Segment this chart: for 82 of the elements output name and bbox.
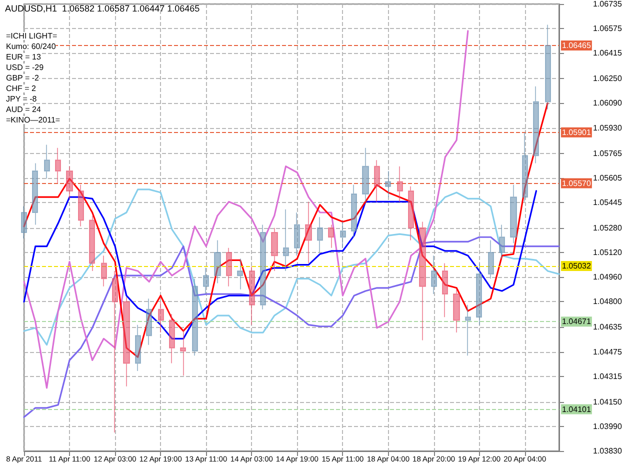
annotation: Kumo: 60/240 — [6, 42, 56, 51]
y-tick-label: 1.05930 — [593, 123, 622, 132]
candlestick — [44, 144, 50, 180]
candlestick — [21, 206, 27, 240]
y-tick-label: 1.04315 — [593, 372, 622, 381]
candlestick — [499, 224, 505, 260]
annotation: JPY = -8 — [6, 94, 38, 104]
y-tick-label: 1.06735 — [593, 0, 622, 8]
candlestick — [180, 328, 186, 376]
candlestick — [431, 255, 437, 295]
candlestick — [397, 166, 403, 202]
candlestick — [488, 240, 494, 280]
candlestick — [385, 170, 391, 198]
ref-line-label: 1.04101 — [562, 404, 592, 414]
candlestick — [340, 221, 346, 248]
candlestick — [158, 301, 164, 334]
candlestick — [305, 201, 312, 264]
candlestick — [545, 24, 551, 110]
y-tick-label: 1.05765 — [593, 148, 622, 158]
candlestick — [123, 296, 130, 387]
candlestick — [169, 314, 175, 364]
y-tick-label: 1.04800 — [593, 297, 622, 306]
candlestick — [374, 160, 380, 202]
annotation: USD = -29 — [6, 63, 44, 72]
candlestick — [271, 227, 278, 272]
y-tick-label: 1.05605 — [593, 173, 622, 182]
y-tick-label: 1.06090 — [593, 98, 622, 108]
candlestick — [260, 224, 266, 310]
candlestick — [249, 266, 255, 326]
annotation: EUR = 13 — [6, 52, 42, 62]
y-tick-label: 1.05445 — [593, 198, 622, 207]
candlestick — [55, 147, 61, 184]
candlestick — [533, 86, 539, 164]
y-tick-label: 1.04150 — [593, 397, 622, 406]
candlestick — [442, 262, 448, 318]
candlestick — [192, 278, 198, 356]
candlestick — [135, 324, 141, 372]
y-tick-label: 1.05280 — [593, 223, 622, 232]
candlestick — [146, 298, 152, 346]
candlestick — [214, 240, 221, 284]
candlestick — [32, 162, 38, 226]
candlestick — [510, 184, 517, 244]
candlestick — [294, 212, 300, 256]
candlestick — [203, 267, 209, 295]
candlestick — [453, 288, 460, 334]
candlestick — [351, 184, 357, 238]
candlestick — [465, 304, 471, 356]
candlestick — [78, 184, 84, 227]
y-tick-label: 1.04475 — [593, 347, 622, 356]
y-tick-label: 1.06250 — [593, 74, 622, 84]
candlestick — [101, 255, 107, 287]
candlestick — [476, 262, 482, 326]
y-tick-label: 1.04635 — [593, 322, 622, 332]
candlestick — [237, 258, 243, 290]
ref-line-label: 1.05901 — [562, 128, 592, 137]
y-tick-label: 1.05120 — [593, 248, 622, 258]
ref-line-label: 1.05570 — [562, 178, 592, 188]
candlestick — [362, 147, 369, 202]
candlestick — [522, 132, 528, 202]
ref-line-label: 1.05032 — [562, 262, 592, 271]
candlestick — [408, 186, 414, 241]
y-tick-label: 1.03830 — [593, 446, 622, 456]
y-tick-label: 1.06575 — [593, 24, 622, 34]
chart-title: AUDUSD,H1 1.06582 1.06587 1.06447 1.06465 — [5, 4, 200, 14]
ref-line-label: 1.06465 — [562, 41, 592, 50]
ref-line-label: 1.04671 — [562, 317, 592, 326]
annotation: =KINO—2011= — [6, 116, 60, 124]
annotation: GBP = -2 — [6, 74, 40, 82]
candlestick — [89, 215, 95, 272]
annotation: CHF = 2 — [6, 84, 37, 93]
candlestick — [226, 247, 232, 287]
y-tick-label: 1.06415 — [593, 48, 622, 58]
y-tick-label: 1.03990 — [593, 422, 622, 431]
y-tick-label: 1.04960 — [593, 272, 622, 282]
annotation: =ICHI LIGHT= — [6, 32, 58, 40]
candlestick — [66, 166, 73, 200]
candlestick — [283, 208, 289, 272]
line-series — [23, 236, 560, 418]
candlestick — [328, 224, 334, 248]
candlestick — [317, 216, 323, 254]
annotation: AUD = 24 — [6, 105, 42, 114]
candlestick — [419, 221, 426, 341]
